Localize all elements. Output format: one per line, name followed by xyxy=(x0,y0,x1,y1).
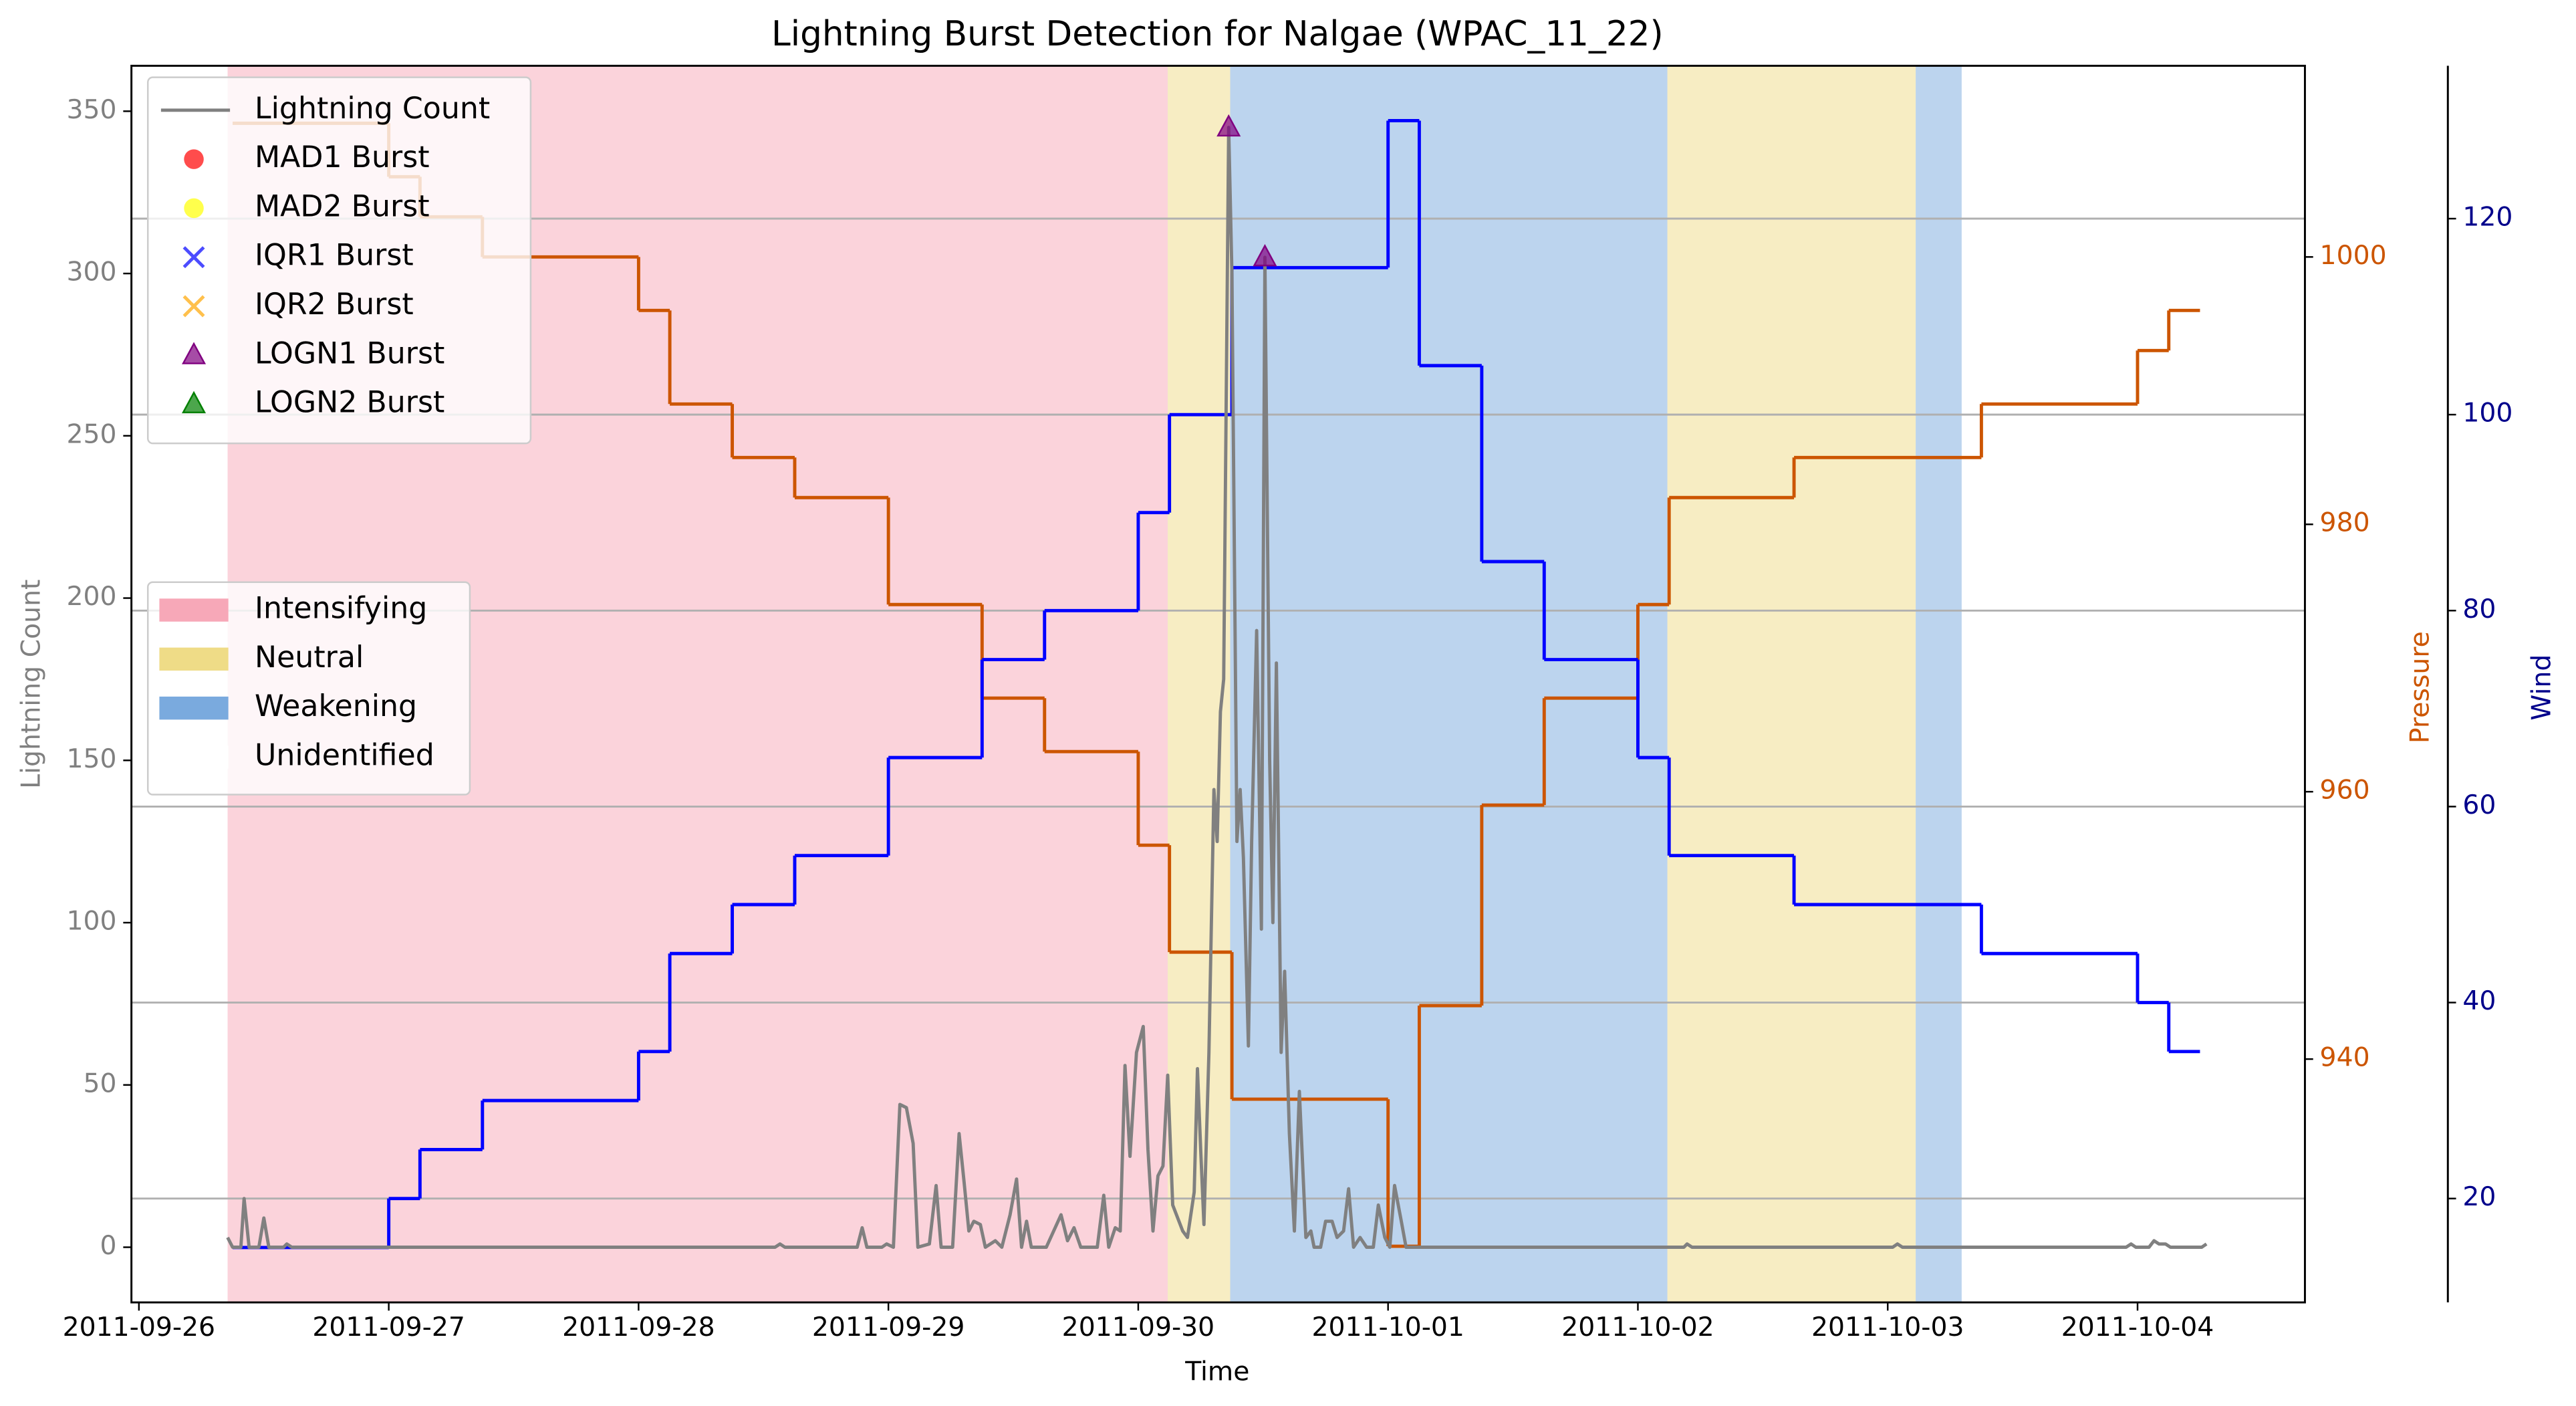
x-tick-label: 2011-09-30 xyxy=(1062,1312,1214,1342)
y2-tick-label: 1000 xyxy=(2320,240,2387,271)
y3-tick-label: 100 xyxy=(2462,398,2513,429)
y2-tick-label: 960 xyxy=(2320,775,2370,806)
y3-tick-label: 20 xyxy=(2462,1181,2496,1212)
x-tick-label: 2011-10-04 xyxy=(2061,1312,2214,1342)
x-tick-label: 2011-10-03 xyxy=(1811,1312,1964,1342)
legend-label: LOGN2 Burst xyxy=(255,386,444,420)
legend-box xyxy=(146,581,471,796)
legend-label: Intensifying xyxy=(255,592,427,626)
y2-tick-label: 940 xyxy=(2320,1042,2370,1073)
y3-tick-label: 40 xyxy=(2462,985,2496,1016)
legend-label: IQR1 Burst xyxy=(255,239,414,273)
legend-patch xyxy=(159,696,229,720)
burst-marker xyxy=(1253,244,1277,267)
y3-tick-label: 120 xyxy=(2462,202,2513,233)
legend-label: Neutral xyxy=(255,640,364,675)
legend-label: LOGN1 Burst xyxy=(255,336,444,370)
y2-axis-label: Pressure xyxy=(2404,631,2435,743)
y-axis-label: Lightning Count xyxy=(16,580,47,789)
legend-marker xyxy=(184,149,204,169)
legend-marker xyxy=(182,295,205,318)
legend-label: Unidentified xyxy=(255,738,434,772)
phase-span xyxy=(1667,66,1916,1303)
legend-patch xyxy=(159,598,229,622)
chart-title: Lightning Burst Detection for Nalgae (WP… xyxy=(771,14,1664,54)
legend-label: Weakening xyxy=(255,689,417,723)
legend-label: Lightning Count xyxy=(255,92,490,126)
phase-span xyxy=(1916,66,1962,1303)
x-tick-label: 2011-09-29 xyxy=(812,1312,964,1342)
y2-tick-label: 980 xyxy=(2320,507,2370,538)
legend-marker xyxy=(181,342,207,364)
y-tick-label: 0 xyxy=(100,1230,116,1261)
legend-label: MAD1 Burst xyxy=(255,140,430,174)
y3-axis-label: Wind xyxy=(2526,655,2557,721)
y-tick-label: 50 xyxy=(83,1068,116,1098)
y-tick-label: 300 xyxy=(66,257,116,287)
legend-marker xyxy=(182,246,205,269)
y-tick-label: 250 xyxy=(66,419,116,449)
legend-marker xyxy=(184,198,204,219)
x-tick-label: 2011-10-02 xyxy=(1561,1312,1714,1342)
x-tick-label: 2011-10-01 xyxy=(1311,1312,1464,1342)
legend-label: MAD2 Burst xyxy=(255,189,430,223)
y-tick-label: 150 xyxy=(66,743,116,774)
x-tick-label: 2011-09-26 xyxy=(63,1312,215,1342)
legend-box xyxy=(146,76,532,445)
y-tick-label: 200 xyxy=(66,581,116,612)
plot-frame xyxy=(130,64,2306,1304)
legend-marker xyxy=(181,390,207,414)
y3-tick-label: 80 xyxy=(2462,594,2496,624)
x-tick-label: 2011-09-27 xyxy=(312,1312,465,1342)
legend-patch xyxy=(159,647,229,671)
y-tick-label: 100 xyxy=(66,906,116,937)
y3-tick-label: 60 xyxy=(2462,790,2496,820)
burst-marker xyxy=(1216,114,1241,137)
legend-patch xyxy=(159,745,229,769)
legend-label: IQR2 Burst xyxy=(255,287,414,322)
x-axis-label: Time xyxy=(1184,1356,1249,1387)
x-tick-label: 2011-09-28 xyxy=(562,1312,715,1342)
phase-span xyxy=(1230,66,1668,1303)
lightning-line xyxy=(226,126,2208,1249)
y-tick-label: 350 xyxy=(66,94,116,125)
